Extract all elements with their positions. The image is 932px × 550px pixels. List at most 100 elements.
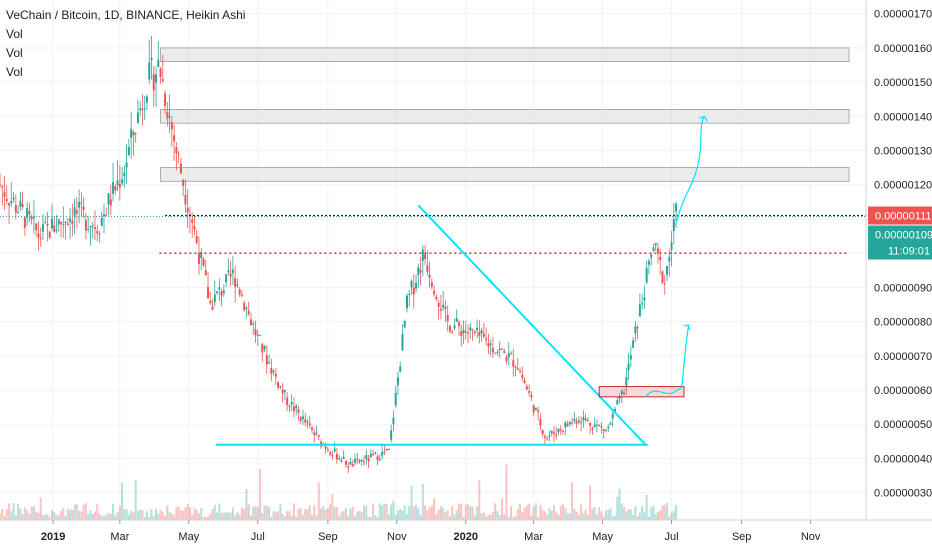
candle-body <box>256 334 259 336</box>
volume-bar <box>238 514 241 520</box>
volume-bar <box>464 504 467 520</box>
volume-bar <box>313 505 316 520</box>
volume-bar <box>571 482 574 520</box>
candle-body <box>625 377 628 386</box>
candle-body <box>439 308 442 311</box>
volume-bar <box>324 509 327 520</box>
volume-bar <box>41 515 44 520</box>
countdown-timer: 11:09:01 <box>888 246 930 258</box>
candle-body <box>469 327 472 331</box>
candle-body <box>575 421 578 424</box>
candle-body <box>523 380 526 384</box>
candle-body <box>261 343 264 353</box>
volume-bar <box>1 508 4 520</box>
candle-body <box>218 287 221 290</box>
volume-bar <box>161 512 164 520</box>
volume-bar <box>494 503 497 520</box>
volume-bar <box>82 504 85 520</box>
volume-bar <box>17 504 20 520</box>
volume-bar <box>222 512 225 520</box>
candle-body <box>238 289 241 295</box>
candle-body <box>195 236 198 243</box>
candle-body <box>591 427 594 430</box>
volume-bar <box>471 506 474 520</box>
price-tick-label: 0.00000140 <box>874 111 932 123</box>
volume-bar <box>295 516 298 520</box>
volume-bar <box>433 498 436 520</box>
candle-body <box>48 231 51 238</box>
volume-bar <box>75 504 78 520</box>
volume-bar <box>231 507 234 520</box>
candle-body <box>510 353 513 355</box>
candle-body <box>383 451 386 453</box>
candle-body <box>107 193 110 205</box>
volume-bar <box>23 507 26 520</box>
candle-body <box>78 201 81 208</box>
candle-body <box>419 269 422 273</box>
candle-body <box>270 367 273 374</box>
time-axis[interactable]: 2019 Mar May Jul Sep Nov 2020 Mar May Jul Sep Nov <box>0 519 932 543</box>
candle-body <box>500 348 503 350</box>
volume-bar <box>353 516 356 520</box>
candle-body <box>141 108 144 110</box>
price-tick-label: 0.00000040 <box>874 453 932 465</box>
volume-bar <box>53 512 56 520</box>
volume-bar <box>213 504 216 520</box>
candle-body <box>446 314 449 321</box>
volume-bar <box>582 513 585 520</box>
volume-bar <box>485 516 488 520</box>
volume-bar <box>507 516 510 520</box>
candle-body <box>582 417 585 421</box>
candle-body <box>629 355 632 360</box>
volume-bar <box>534 503 537 520</box>
candle-body <box>586 419 589 421</box>
volume-bar <box>130 510 133 520</box>
candle-body <box>236 284 239 286</box>
volume-bar <box>234 515 237 520</box>
candle-body <box>96 231 99 234</box>
volume-bar <box>636 516 639 520</box>
volume-bar <box>435 514 438 520</box>
volume-bar <box>132 512 135 520</box>
volume-bar <box>609 508 612 520</box>
candle-body <box>216 291 219 293</box>
volume-bar <box>292 503 295 520</box>
candle-body <box>369 453 372 458</box>
candle-body <box>231 269 234 274</box>
candle-body <box>656 248 659 254</box>
candle-body <box>121 179 124 184</box>
candle-body <box>286 397 289 405</box>
volume-bar <box>661 505 664 520</box>
candle-body <box>541 429 544 435</box>
volume-bar <box>256 506 259 520</box>
volume-bar <box>528 503 531 520</box>
volume-bar <box>304 509 307 520</box>
volume-bar <box>177 506 180 520</box>
volume-bar <box>225 512 228 520</box>
volume-bar <box>152 516 155 520</box>
candle-body <box>600 426 603 428</box>
volume-bar <box>385 503 388 520</box>
candle-body <box>564 422 567 427</box>
projection-down-path <box>645 324 690 398</box>
volume-bar <box>48 516 51 520</box>
candle-body <box>417 267 420 276</box>
price-axis[interactable]: 0.00000170 0.00000160 0.00000150 0.00000140… <box>865 0 932 520</box>
volume-bar <box>134 479 137 520</box>
volume-bar <box>335 506 338 520</box>
candle-body <box>127 147 130 155</box>
volume-bar <box>60 510 63 520</box>
candle-body <box>193 226 196 230</box>
volume-bar <box>663 504 666 520</box>
candle-body <box>10 200 13 204</box>
candle-body <box>329 452 332 455</box>
volume-bar <box>118 505 121 520</box>
candle-body <box>0 184 1 186</box>
volume-bar <box>521 512 524 520</box>
candle-body <box>618 396 621 399</box>
volume-bar <box>3 515 6 520</box>
candle-body <box>75 210 78 214</box>
volume-bar <box>188 507 191 520</box>
candle-body <box>184 195 187 205</box>
